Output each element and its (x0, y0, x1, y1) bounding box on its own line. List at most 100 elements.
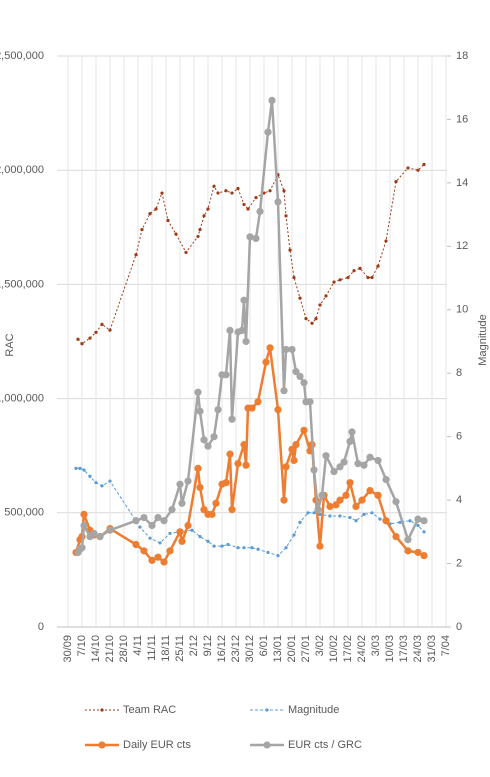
data-point (88, 336, 92, 340)
y-tick-label: 2,500,000 (0, 50, 44, 62)
data-point (318, 303, 322, 307)
data-point (416, 168, 420, 172)
data-point (370, 275, 374, 280)
data-point (108, 479, 112, 483)
data-point (190, 528, 194, 532)
data-point (222, 479, 230, 487)
y-tick-label: 500,000 (4, 507, 44, 519)
data-point (96, 532, 104, 541)
y2-tick-label: 4 (456, 494, 462, 506)
data-point (262, 358, 270, 366)
data-point (360, 461, 368, 469)
data-point (220, 544, 224, 548)
x-tick-label: 28/10 (118, 635, 130, 663)
data-point (282, 345, 290, 354)
data-point (264, 128, 272, 136)
y2-tick-label: 18 (456, 50, 468, 62)
data-point (310, 321, 314, 325)
data-point (196, 234, 200, 239)
data-point (288, 345, 296, 354)
data-point (354, 460, 362, 468)
data-point (184, 521, 192, 530)
data-point (292, 368, 300, 376)
data-point (296, 372, 304, 380)
data-point (274, 198, 282, 206)
data-point (238, 326, 246, 334)
y2-tick-label: 8 (456, 367, 462, 379)
data-point (282, 189, 286, 193)
data-point (250, 546, 254, 550)
data-point (228, 415, 236, 423)
data-point (326, 502, 334, 511)
data-point (236, 186, 240, 191)
data-point (222, 371, 230, 379)
data-point (312, 511, 316, 515)
legend-marker (263, 741, 271, 749)
data-point (132, 540, 140, 549)
data-point (314, 506, 322, 514)
data-point (226, 450, 234, 458)
y2-tick-label: 16 (456, 113, 468, 125)
data-point (242, 337, 250, 346)
x-tick-label: 20/01 (286, 635, 298, 663)
data-point (262, 191, 266, 195)
data-point (90, 529, 98, 538)
data-point (100, 322, 104, 326)
data-point (290, 456, 298, 465)
data-point (366, 453, 374, 461)
data-point (194, 388, 202, 396)
data-point (318, 512, 322, 516)
data-point (376, 264, 380, 268)
data-point (166, 218, 170, 223)
data-point (132, 517, 140, 525)
data-point (358, 266, 362, 271)
data-point (148, 521, 156, 530)
data-point (216, 191, 220, 195)
data-point (282, 463, 290, 471)
data-point (348, 428, 356, 436)
data-point (140, 547, 148, 555)
data-point (78, 544, 86, 552)
data-point (298, 296, 302, 300)
data-point (254, 398, 262, 406)
data-point (240, 296, 248, 304)
data-point (338, 278, 342, 282)
data-point (348, 515, 352, 520)
data-point (256, 547, 260, 551)
data-point (76, 337, 80, 341)
x-tick-label: 6/01 (258, 635, 270, 656)
data-point (212, 184, 216, 188)
legend-marker (100, 708, 104, 712)
data-point (168, 506, 176, 514)
x-tick-label: 9/12 (202, 635, 214, 656)
data-point (394, 180, 398, 184)
data-point (242, 461, 250, 469)
data-point (226, 326, 234, 334)
series-line (76, 99, 425, 554)
x-tick-label: 7/10 (76, 635, 88, 656)
x-tick-label: 27/01 (300, 635, 312, 663)
x-tick-label: 17/02 (342, 635, 354, 663)
data-point (318, 491, 326, 499)
data-point (306, 511, 310, 515)
y-tick-label: 1,500,000 (0, 278, 44, 290)
data-point (230, 191, 234, 195)
x-tick-label: 18/11 (160, 635, 172, 662)
data-point (352, 502, 360, 511)
data-point (206, 207, 210, 211)
data-point (314, 317, 318, 321)
data-point (292, 533, 296, 537)
y2-tick-label: 12 (456, 240, 468, 252)
data-point (268, 189, 272, 193)
legend-marker (265, 708, 269, 712)
data-point (160, 517, 168, 525)
data-point (94, 481, 98, 485)
data-point (168, 531, 172, 536)
y2-tick-label: 2 (456, 557, 462, 569)
legend-label: Magnitude (288, 704, 339, 716)
data-point (292, 275, 296, 280)
data-point (392, 498, 400, 506)
data-point (346, 479, 354, 487)
data-point (246, 207, 250, 211)
data-point (160, 191, 164, 195)
